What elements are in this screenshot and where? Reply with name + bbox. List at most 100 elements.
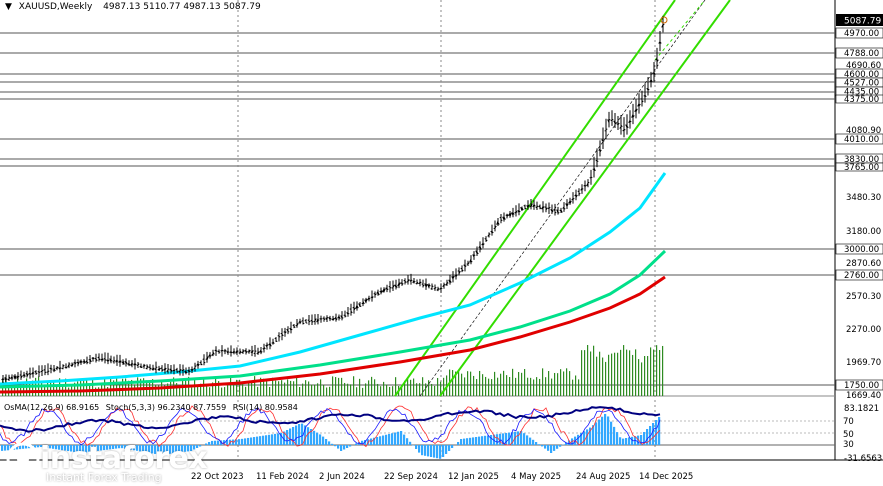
price-bar: [604, 118, 608, 139]
volume-bar: [281, 380, 283, 396]
price-bar: [28, 367, 32, 379]
osma-bar: [373, 437, 376, 445]
volume-bar: [230, 376, 232, 396]
price-bar: [34, 370, 38, 375]
osma-bar: [103, 445, 106, 451]
price-bar: [286, 326, 290, 335]
osma-bar: [424, 445, 427, 456]
osma-bar: [133, 445, 136, 451]
price-bar: [16, 372, 20, 380]
price-bar: [202, 354, 206, 366]
price-bar: [532, 199, 536, 210]
current-price-marker[interactable]: [660, 16, 668, 24]
volume-bar: [278, 381, 280, 396]
volume-bar: [506, 375, 508, 396]
osma-bar: [439, 445, 442, 459]
osma-bar: [280, 433, 283, 445]
volume-bar: [332, 376, 334, 396]
price-bar: [601, 127, 605, 150]
osma-bar: [43, 445, 46, 448]
price-bar: [649, 71, 653, 88]
osma-bar: [640, 435, 643, 445]
symbol-dropdown-icon[interactable]: ▼: [5, 2, 12, 12]
volume-bar: [599, 351, 601, 396]
osma-bar: [637, 435, 640, 445]
volume-bar: [593, 345, 595, 396]
volume-bar: [482, 374, 484, 396]
volume-bar: [458, 370, 460, 396]
osma-bar: [568, 440, 571, 445]
osma-bar: [175, 445, 178, 453]
low-value: 4987.13: [183, 2, 221, 12]
indicator-tick-label: -31.6563: [844, 454, 882, 464]
price-bar: [520, 206, 524, 211]
osma-bar: [94, 445, 97, 452]
volume-bar: [461, 373, 463, 396]
osma-bar: [253, 437, 256, 445]
indicator-tick-label: 83.1821: [844, 404, 879, 414]
osma-bar: [361, 440, 364, 445]
osma-bar: [124, 445, 127, 449]
volume-bar: [551, 378, 553, 396]
price-bar: [88, 355, 92, 365]
volume-bar: [299, 387, 301, 396]
osma-bar: [310, 429, 313, 445]
price-bar: [334, 313, 338, 322]
osma-bar: [52, 445, 55, 449]
watermark: instaforex Instant Forex Trading: [6, 441, 208, 484]
price-bar: [64, 363, 68, 369]
volume-bar: [590, 351, 592, 396]
price-bar: [253, 344, 257, 357]
osma-bar: [406, 438, 409, 445]
price-bar: [421, 279, 425, 288]
volume-bar: [629, 350, 631, 396]
price-bar: [61, 364, 65, 370]
price-bar: [472, 251, 476, 260]
price-bar: [382, 287, 386, 293]
volume-bar: [314, 384, 316, 396]
osma-bar: [106, 445, 109, 450]
volume-bar: [50, 382, 52, 396]
price-bar: [475, 246, 479, 257]
price-bar: [346, 306, 350, 317]
volume-bar: [491, 379, 493, 396]
volume-bar: [215, 377, 217, 396]
osma-bar: [55, 445, 58, 450]
volume-bar: [275, 380, 277, 396]
price-bar: [427, 283, 431, 289]
price-bar: [448, 274, 452, 285]
date-gridlines: [237, 0, 656, 460]
price-tick-label: 3180.00: [846, 227, 881, 237]
volume-bar: [605, 361, 607, 396]
osma-bar: [97, 445, 100, 451]
price-bar: [496, 217, 500, 227]
price-bar: [142, 363, 146, 369]
price-bar: [238, 348, 242, 355]
osma-bar: [76, 445, 79, 453]
osma-bar: [166, 445, 169, 455]
volume-bar: [419, 383, 421, 396]
osma-bar: [247, 437, 250, 445]
osma-bar: [484, 435, 487, 445]
volume-bar: [503, 370, 505, 396]
volume-bar: [386, 384, 388, 396]
price-bar: [247, 349, 251, 354]
level-tag: [835, 47, 883, 59]
price-bar: [391, 280, 395, 291]
price-bar: [280, 328, 284, 341]
osma-bar: [565, 442, 568, 445]
volume-bar: [41, 381, 43, 396]
osma-bar: [535, 442, 538, 445]
price-bar: [97, 353, 101, 362]
price-bar: [643, 83, 647, 103]
volume-bar: [269, 386, 271, 396]
volume-bar: [116, 377, 118, 396]
level-tag: [835, 243, 883, 255]
indicator-panel: [0, 405, 835, 459]
price-bar: [37, 365, 41, 378]
volume-bar: [83, 380, 85, 396]
price-bar: [538, 204, 542, 210]
volume-bar: [296, 376, 298, 396]
osma-bar: [598, 419, 601, 445]
